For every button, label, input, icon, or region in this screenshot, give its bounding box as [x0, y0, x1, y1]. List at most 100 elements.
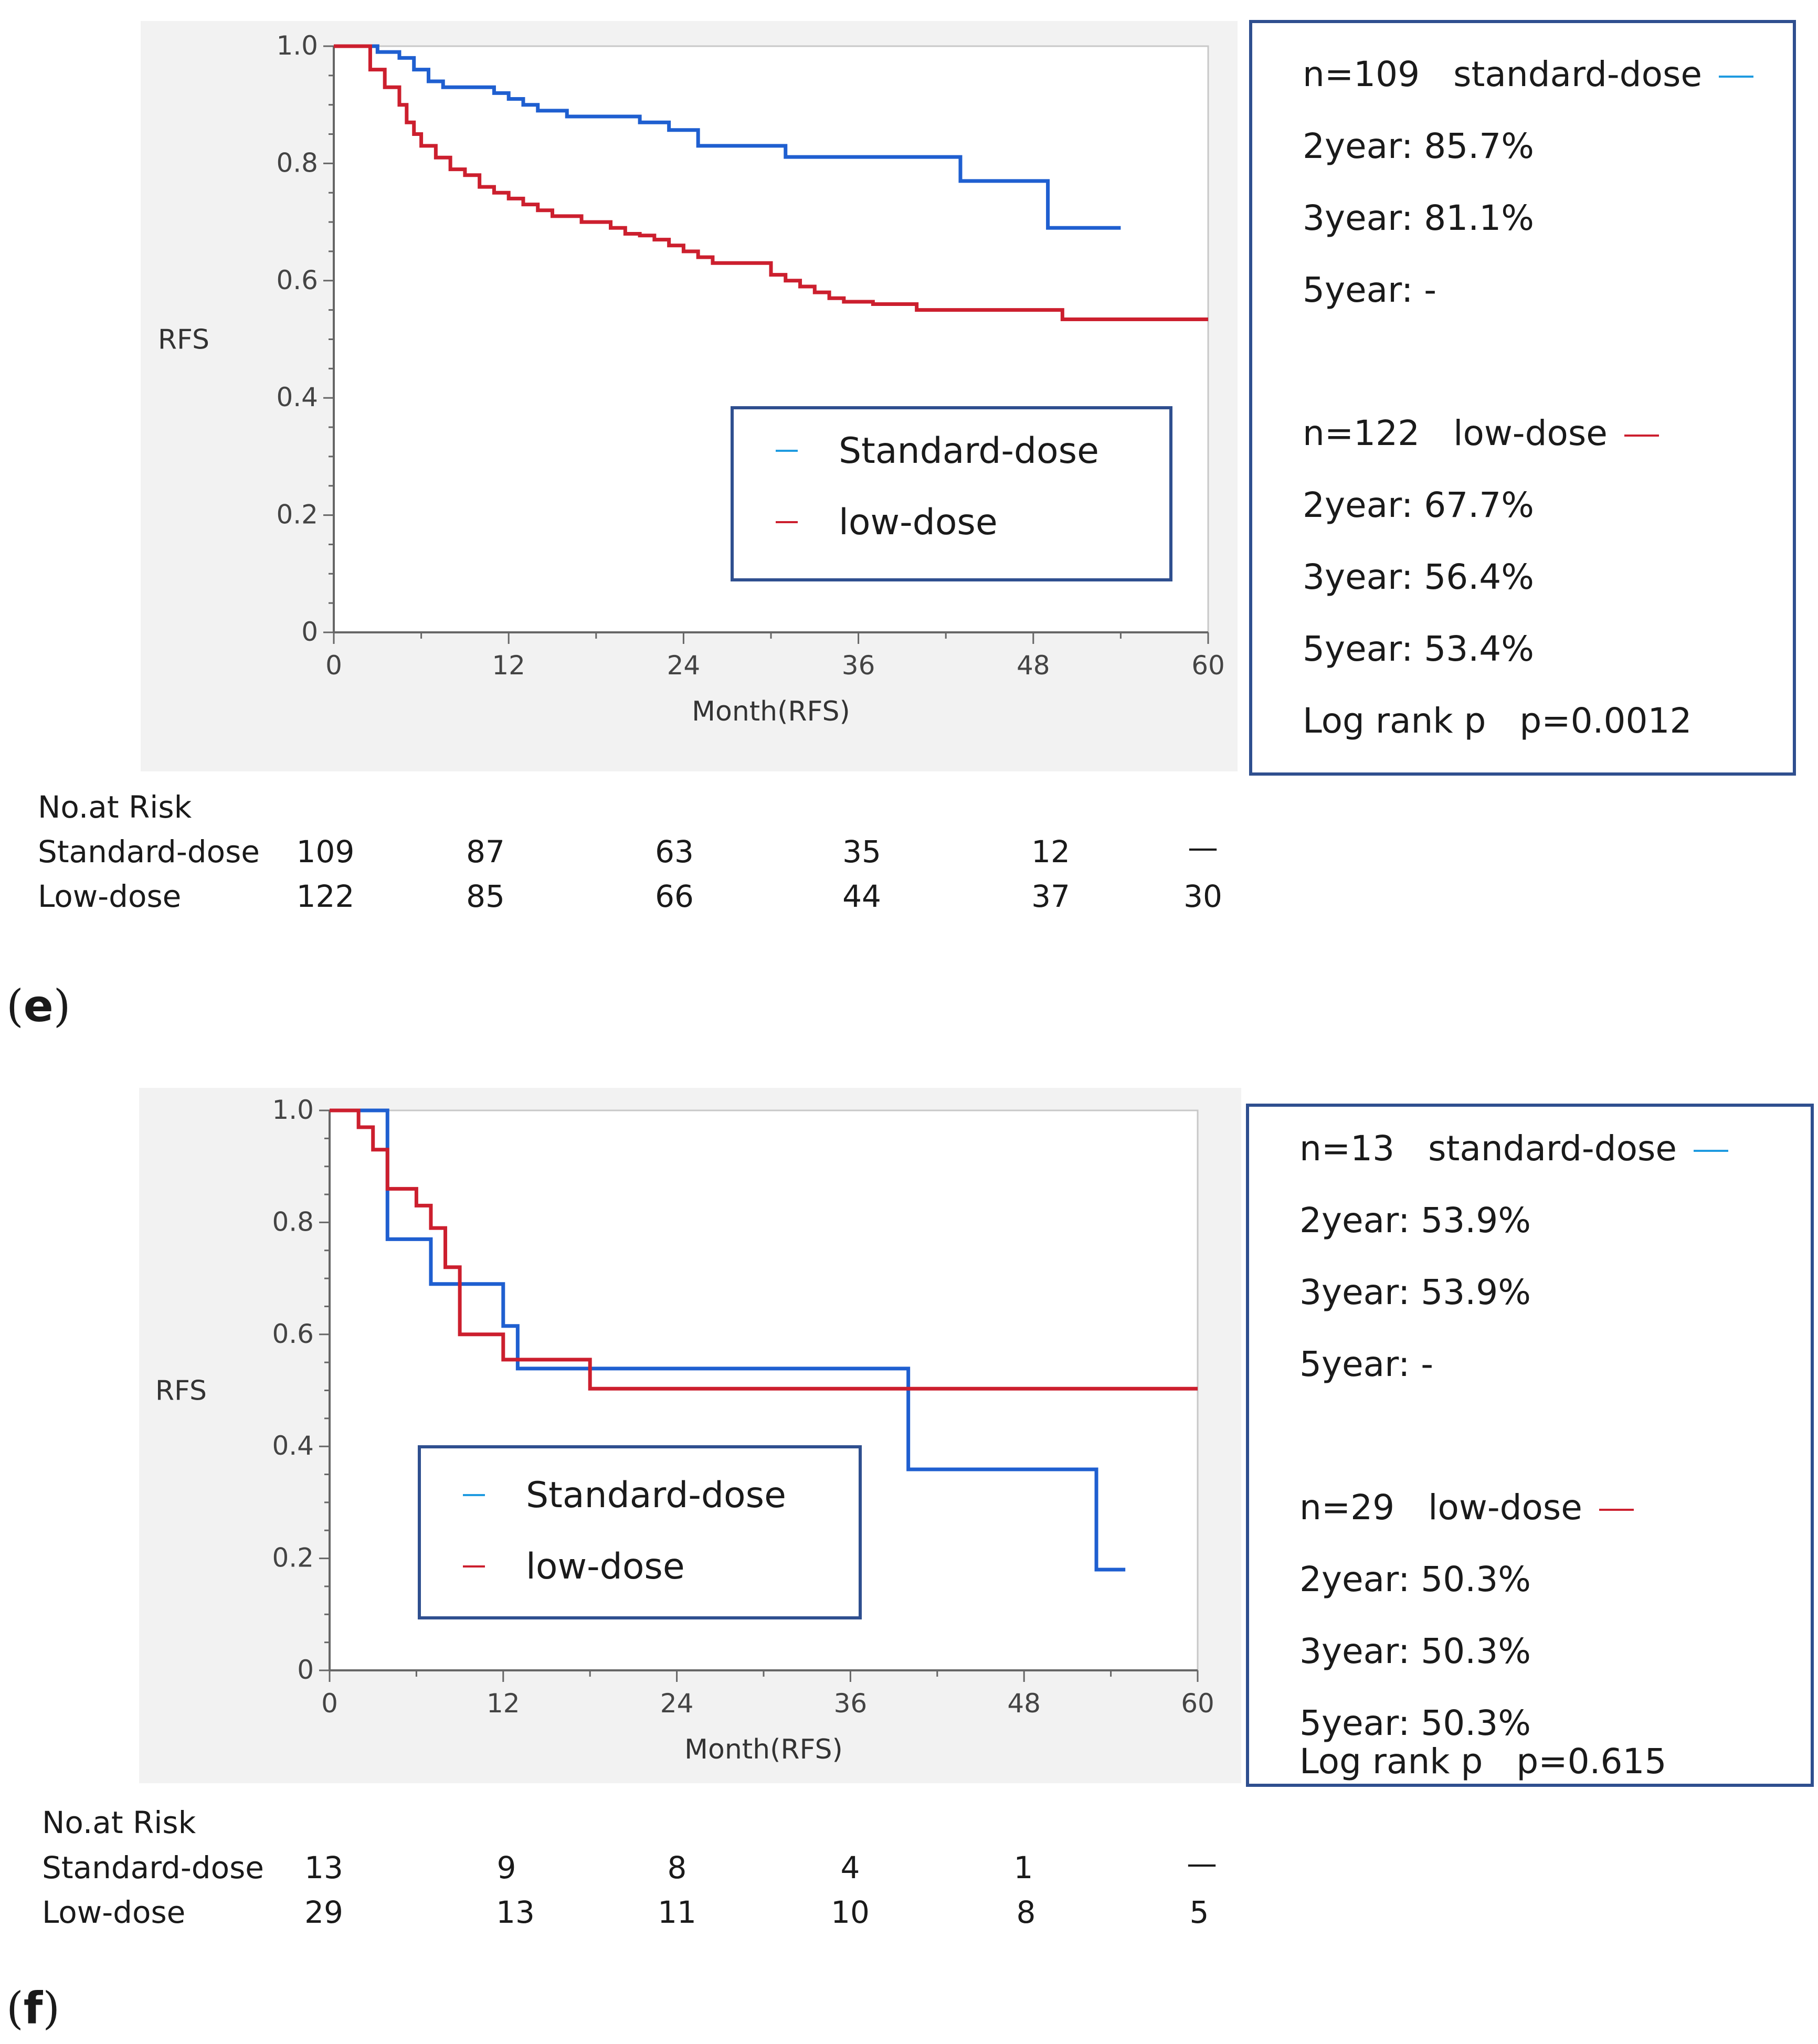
legend-standard-label: Standard-dose [839, 430, 1099, 472]
y-axis-label: RFS [158, 324, 209, 356]
risk-table-title: No.at Risk [38, 789, 192, 825]
legend-entry-standard: Standard-dose [421, 1469, 859, 1522]
y-tick-label: 1.0 [276, 30, 318, 61]
stats-low-group: low-dose [1453, 413, 1608, 453]
logrank-label: Log rank p [1299, 1741, 1483, 1782]
risk-low-label: Low-dose [42, 1894, 186, 1930]
stats-low-header: n=122 low-dose [1303, 412, 1659, 454]
risk-standard-value: 109 [296, 834, 355, 870]
x-tick-label: 0 [321, 1688, 338, 1719]
stats-low-2year: 2year: 50.3% [1299, 1559, 1531, 1600]
x-tick-label: 60 [1191, 650, 1225, 681]
stats-low-group: low-dose [1428, 1487, 1582, 1528]
km-curve-standard-dose [330, 1108, 1126, 1572]
stats-standard-group: standard-dose [1453, 54, 1702, 94]
x-tick-label: 60 [1181, 1688, 1214, 1719]
stats-logrank: Log rank p p=0.615 [1299, 1741, 1667, 1783]
risk-low-value: 8 [1016, 1894, 1036, 1930]
stats-standard-swatch [1718, 75, 1753, 78]
x-tick-label: 12 [487, 1688, 520, 1719]
stats-logrank: Log rank p p=0.0012 [1303, 700, 1692, 742]
risk-standard-value: 63 [655, 834, 694, 870]
panel-e: 0 0.2 0.4 0.6 0.8 1.0 0 12 24 36 48 60 Month(RFS) RFS… [6, 20, 1796, 1032]
logrank-label: Log rank p [1303, 701, 1486, 741]
risk-standard-value: 13 [304, 1850, 343, 1886]
panel-letter: f [23, 1983, 43, 2034]
legend-entry-low: low-dose [421, 1541, 859, 1593]
legend-low-label: low-dose [526, 1546, 685, 1587]
y-tick-label: 0.4 [276, 382, 318, 412]
legend-standard-swatch [463, 1494, 485, 1496]
stats-low-swatch [1624, 434, 1659, 437]
panel-label-f: (f) [6, 1983, 60, 2034]
panel-f: 0 0.2 0.4 0.6 0.8 1.0 0 12 24 36 48 60 Month(RFS) RFS… [0, 1022, 1818, 2044]
stats-low-5year: 5year: 53.4% [1303, 629, 1534, 669]
logrank-value: p=0.0012 [1519, 701, 1692, 741]
y-tick-label: 0 [297, 1655, 314, 1685]
stats-standard-2year: 2year: 53.9% [1299, 1200, 1531, 1241]
risk-standard-value: 9 [496, 1850, 516, 1886]
x-axis-label: Month(RFS) [684, 1734, 843, 1765]
legend-low-swatch [776, 521, 798, 523]
risk-table-title: No.at Risk [42, 1805, 196, 1840]
y-tick-label: 0.6 [272, 1319, 314, 1349]
stats-low-3year: 3year: 56.4% [1303, 557, 1534, 597]
risk-standard-value: — [1188, 830, 1218, 865]
risk-standard-value: 4 [840, 1850, 860, 1886]
x-tick-label: 24 [660, 1688, 694, 1719]
stats-standard-swatch [1693, 1149, 1728, 1152]
risk-low-value: 122 [296, 878, 355, 914]
stats-standard-2year: 2year: 85.7% [1303, 126, 1534, 166]
stats-low-5year: 5year: 50.3% [1299, 1703, 1531, 1743]
stats-standard-5year: 5year: - [1303, 270, 1437, 310]
legend-standard-label: Standard-dose [526, 1475, 786, 1516]
legend-entry-standard: Standard-dose [734, 425, 1169, 478]
risk-low-value: 66 [655, 878, 694, 914]
x-tick-label: 24 [667, 650, 701, 681]
x-axis-label: Month(RFS) [692, 696, 850, 727]
stats-standard-header: n=13 standard-dose [1299, 1128, 1728, 1170]
x-tick-label: 12 [492, 650, 525, 681]
stats-standard-header: n=109 standard-dose [1303, 54, 1753, 96]
x-tick-label: 36 [842, 650, 875, 681]
chart-legend: Standard-dose low-dose [731, 406, 1172, 581]
risk-low-value: 5 [1189, 1894, 1209, 1930]
logrank-value: p=0.615 [1516, 1741, 1667, 1782]
stats-low-2year: 2year: 67.7% [1303, 485, 1534, 525]
stats-low-header: n=29 low-dose [1299, 1487, 1634, 1529]
legend-standard-swatch [776, 450, 798, 452]
legend-low-label: low-dose [839, 502, 998, 543]
y-tick-label: 0.8 [272, 1206, 314, 1237]
risk-standard-value: — [1187, 1846, 1217, 1881]
survival-stats-box: n=13 standard-dose 2year: 53.9% 3year: 53… [1246, 1104, 1814, 1787]
risk-standard-value: 8 [667, 1850, 687, 1886]
stats-low-n: n=29 [1299, 1487, 1395, 1528]
risk-standard-value: 87 [466, 834, 505, 870]
y-tick-label: 0.4 [272, 1431, 314, 1461]
y-tick-label: 0.2 [272, 1543, 314, 1573]
km-curve-standard-dose [334, 44, 1121, 230]
risk-low-value: 29 [304, 1894, 343, 1930]
x-tick-label: 48 [1017, 650, 1050, 681]
y-tick-label: 0 [301, 617, 318, 647]
y-tick-label: 0.6 [276, 265, 318, 295]
risk-standard-label: Standard-dose [42, 1850, 264, 1886]
stats-low-n: n=122 [1303, 413, 1420, 453]
risk-standard-label: Standard-dose [38, 834, 260, 870]
legend-entry-low: low-dose [734, 496, 1169, 549]
risk-low-value: 30 [1183, 878, 1222, 914]
panel-letter: e [23, 980, 54, 1032]
y-tick-label: 1.0 [272, 1095, 314, 1125]
stats-standard-5year: 5year: - [1299, 1344, 1434, 1384]
x-tick-label: 0 [325, 650, 342, 681]
stats-standard-3year: 3year: 81.1% [1303, 198, 1534, 238]
chart-legend: Standard-dose low-dose [418, 1445, 862, 1619]
stats-standard-n: n=13 [1299, 1128, 1395, 1169]
risk-standard-value: 35 [842, 834, 881, 870]
y-tick-label: 0.8 [276, 147, 318, 178]
km-curve-low-dose [334, 44, 1208, 322]
x-tick-label: 36 [834, 1688, 868, 1719]
legend-low-swatch [463, 1565, 485, 1568]
risk-low-value: 11 [658, 1894, 696, 1930]
stats-standard-3year: 3year: 53.9% [1299, 1272, 1531, 1312]
